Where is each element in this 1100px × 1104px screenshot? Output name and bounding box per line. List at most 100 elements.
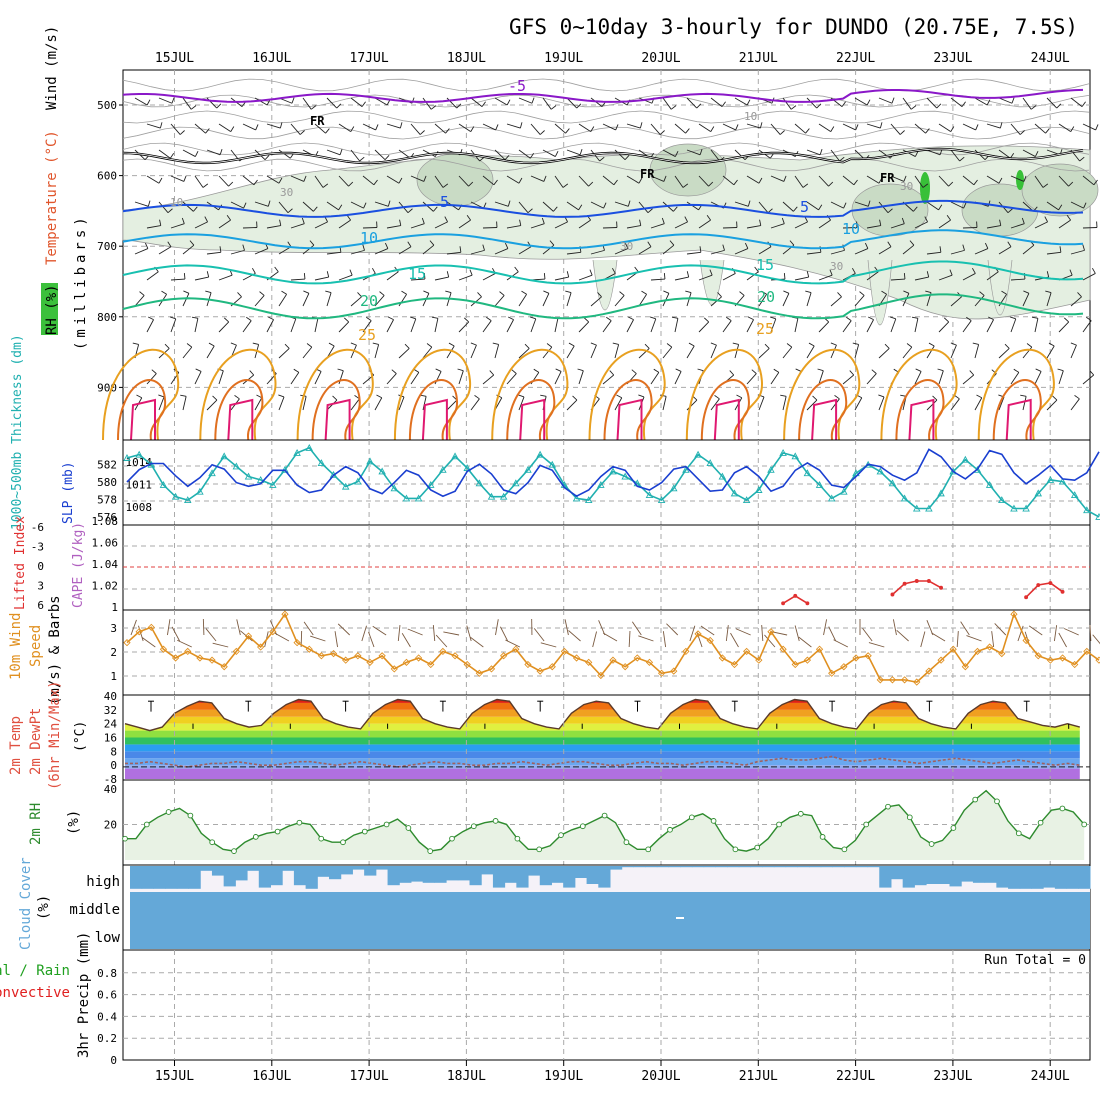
temp-contour-label: 15 — [408, 265, 426, 283]
rh-axis-label: RH (%) — [44, 284, 60, 335]
thickness-tick: 578 — [97, 494, 117, 507]
rh2m-point — [493, 818, 498, 823]
cloud-high-bar — [388, 866, 400, 885]
cloud-high-bar — [294, 866, 306, 885]
cloud-high-bar — [633, 866, 645, 867]
temp-contour-label: FR — [640, 167, 655, 181]
cloud-high-bar — [341, 866, 353, 874]
cloud-high-bar — [470, 866, 482, 885]
rh-shading-core — [650, 144, 726, 196]
temp-tick: 24 — [104, 718, 118, 731]
cloud-high-bar — [563, 866, 575, 888]
rh2m-label: 2m RH — [28, 803, 44, 845]
rh2m-point — [1038, 820, 1043, 825]
rh2m-point — [275, 829, 280, 834]
cape-tick: 1.06 — [92, 537, 119, 550]
wind-tick: 2 — [110, 646, 117, 659]
pressure-axis-label: (millibars) — [73, 213, 89, 350]
temp-contour-label: 5 — [440, 193, 449, 211]
cloud-high-bar — [352, 866, 364, 870]
cloud-high-bar — [762, 866, 774, 867]
cloud-high-bar — [1031, 866, 1043, 889]
li-tick: -3 — [31, 541, 44, 554]
temp-contour-label: -5 — [508, 77, 526, 95]
date-label-bottom: 19JUL — [544, 1069, 583, 1084]
cloud-high-bar — [551, 866, 563, 883]
cloud-row-label: low — [95, 930, 121, 946]
cloud-high-bar — [142, 866, 154, 889]
temp-band — [123, 744, 1090, 751]
rh2m-point — [123, 836, 128, 841]
pressure-tick: 500 — [97, 99, 117, 112]
cloud-high-bar — [950, 866, 962, 886]
cloud-high-bar — [844, 866, 856, 867]
wind-tick: 3 — [110, 622, 117, 635]
rh-tick: 20 — [104, 818, 117, 831]
rh2m-point — [559, 833, 564, 838]
precip-tick: 0.8 — [97, 967, 117, 980]
lifted-index-point — [915, 580, 918, 583]
lifted-index-point — [806, 602, 809, 605]
date-label-top: 24JUL — [1031, 51, 1070, 66]
rh-contour-label: 30 — [900, 180, 913, 193]
cloud-high-bar — [282, 866, 294, 871]
date-label-bottom: 15JUL — [155, 1069, 194, 1084]
temp-tick: 40 — [104, 690, 117, 703]
temp-contour-label: 25 — [756, 320, 774, 338]
rh2m-point — [253, 834, 258, 839]
date-label-bottom: 22JUL — [836, 1069, 875, 1084]
rh2m-point — [319, 836, 324, 841]
date-label-bottom: 24JUL — [1031, 1069, 1070, 1084]
cloud-high-bar — [200, 866, 212, 871]
cloud-high-bar — [235, 866, 247, 880]
cloud-high-bar — [528, 866, 540, 876]
cloud-high-bar — [622, 866, 634, 867]
rh2m-point — [406, 826, 411, 831]
rh2m-point — [1016, 831, 1021, 836]
cloud-high-bar — [680, 866, 692, 867]
rh2m-point — [1060, 806, 1065, 811]
date-label-top: 16JUL — [252, 51, 291, 66]
rh2m-point — [777, 822, 782, 827]
temp-contour-label: 25 — [358, 326, 376, 344]
rh-contour-label: 30 — [830, 260, 843, 273]
rh-contour-label: 10 — [744, 110, 757, 123]
thickness-axis-label: 1000~500mb Thickness (dm) — [10, 334, 25, 530]
cloud-high-bar — [306, 866, 318, 889]
cloud-high-bar — [458, 866, 470, 880]
date-label-top: 19JUL — [544, 51, 583, 66]
cloud-high-bar — [189, 866, 201, 889]
rh2m-point — [886, 804, 891, 809]
rh-green-patch — [920, 172, 930, 204]
wind-barb-flag — [904, 273, 905, 279]
rh2m-point — [602, 813, 607, 818]
rh2m-point — [929, 842, 934, 847]
date-label-bottom: 23JUL — [933, 1069, 972, 1084]
temp-contour-label: 20 — [757, 288, 775, 306]
cloud-high-bar — [1020, 866, 1032, 889]
cloud-high-bar — [247, 866, 259, 871]
date-label-bottom: 16JUL — [252, 1069, 291, 1084]
wind10-barb — [203, 619, 204, 635]
rh2m-point — [144, 822, 149, 827]
temp-contour-label: 5 — [800, 198, 809, 216]
date-label-top: 17JUL — [350, 51, 389, 66]
wind-barb-flag — [544, 273, 545, 279]
lifted-index-point — [1037, 584, 1040, 587]
cloud-high-bar — [130, 866, 142, 889]
rh2m-point — [384, 822, 389, 827]
cloud-high-bar — [224, 866, 236, 886]
rh2m-point — [341, 840, 346, 845]
pressure-tick: 600 — [97, 170, 117, 183]
wind-barb-flag — [1092, 268, 1095, 273]
lifted-index-point — [927, 580, 930, 583]
rh2m-point — [711, 818, 716, 823]
rh-contour-label: 10 — [170, 196, 183, 209]
rh2m-point — [820, 834, 825, 839]
cape-tick: 1.08 — [92, 515, 119, 528]
lifted-index-label: Lifted Index — [13, 516, 28, 610]
date-label-bottom: 17JUL — [350, 1069, 389, 1084]
cloud-high-bar — [926, 866, 938, 884]
date-label-top: 15JUL — [155, 51, 194, 66]
